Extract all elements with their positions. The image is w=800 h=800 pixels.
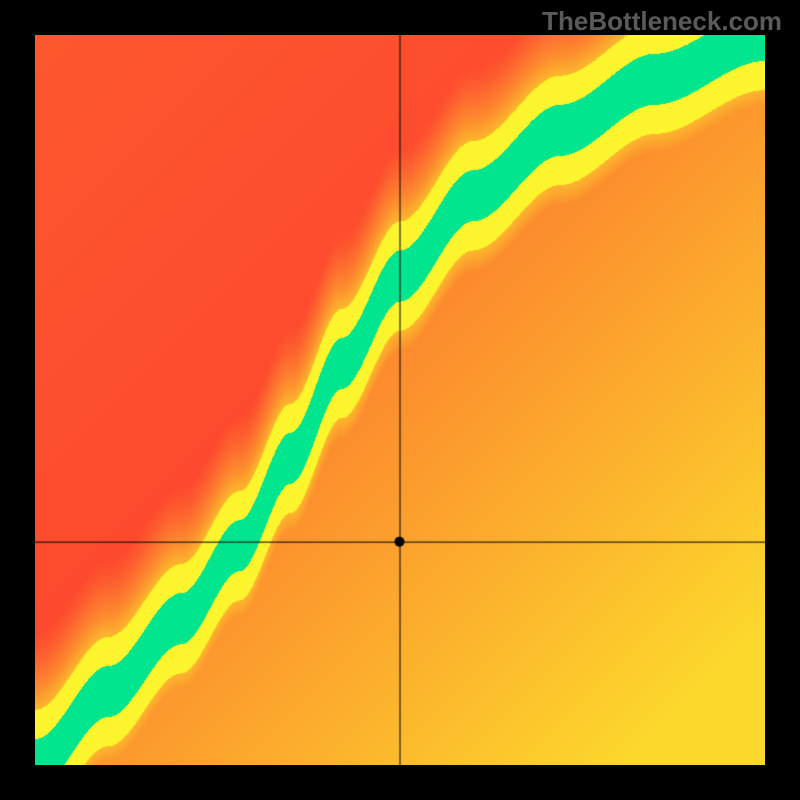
heatmap-canvas xyxy=(35,35,765,765)
plot-area xyxy=(35,35,765,765)
chart-container: TheBottleneck.com xyxy=(0,0,800,800)
watermark-text: TheBottleneck.com xyxy=(542,6,782,37)
